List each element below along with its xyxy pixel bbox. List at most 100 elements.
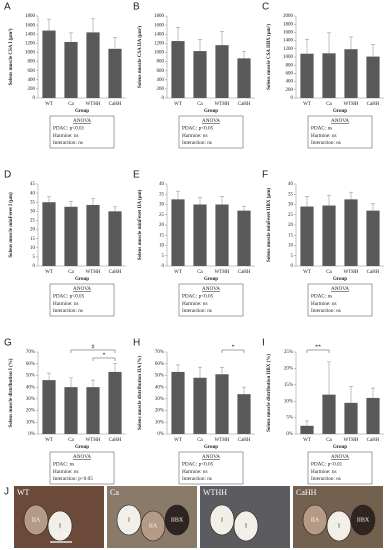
- panel-label: I: [262, 338, 265, 349]
- anova-line: ANOVA: [202, 118, 220, 124]
- y-tick-label: 20: [159, 223, 165, 228]
- micrograph-title: Ca: [110, 488, 119, 497]
- y-axis-label: Soleus muscle minFeret I (μm): [9, 192, 14, 258]
- x-tick-label: WT: [174, 102, 182, 107]
- y-tick-label: 70%: [155, 350, 164, 355]
- significance-label: **: [315, 344, 321, 350]
- y-tick-label: 0: [291, 264, 294, 269]
- y-tick-label: 60%: [155, 362, 164, 367]
- y-axis-label: Soleus muscle distribution IIBX (%): [267, 354, 272, 432]
- y-tick-label: 800: [157, 60, 165, 65]
- bar: [237, 394, 251, 434]
- y-tick-label: 1000: [25, 51, 36, 56]
- y-tick-label: 0: [291, 96, 294, 101]
- y-tick-label: 1200: [283, 47, 294, 52]
- y-tick-label: 10%: [26, 420, 35, 425]
- anova-line: ANOVA: [73, 286, 91, 292]
- y-tick-label: 2000: [283, 14, 294, 19]
- y-tick-label: 70%: [26, 350, 35, 355]
- bar: [42, 202, 56, 266]
- y-tick-label: 10%: [284, 399, 293, 404]
- anova-line: Interaction: ns: [182, 140, 212, 146]
- anova-line: PDAC: p<0.01: [311, 461, 343, 467]
- y-tick-label: 200: [286, 88, 294, 93]
- anova-line: Interaction: ns: [182, 308, 212, 314]
- y-axis-label: Soleus muscle distribution IIA (%): [138, 356, 143, 431]
- y-tick-label: 1400: [283, 39, 294, 44]
- anova-line: PDAC: ns: [311, 125, 332, 131]
- bar: [322, 53, 336, 98]
- x-tick-label: CaHH: [238, 270, 251, 275]
- x-tick-label: WT: [174, 270, 182, 275]
- anova-line: ANOVA: [73, 454, 91, 460]
- x-tick-label: WT: [45, 438, 53, 443]
- fiber-label: IIBX: [357, 517, 370, 523]
- x-axis-label: Group: [204, 277, 218, 282]
- anova-line: Interaction: ns: [311, 308, 341, 314]
- anova-box: [307, 283, 373, 317]
- y-tick-label: 35: [159, 192, 165, 197]
- y-tick-label: 45: [30, 182, 36, 187]
- bar: [344, 199, 358, 266]
- y-tick-label: 5%: [286, 416, 293, 421]
- x-axis-label: Group: [333, 445, 347, 450]
- x-tick-label: Ca: [68, 438, 74, 443]
- y-tick-label: 25: [159, 213, 165, 218]
- fiber: [326, 510, 352, 542]
- micrograph-title: CaHH: [296, 488, 317, 497]
- panel-label: B: [133, 2, 140, 13]
- anova-line: ANOVA: [202, 286, 220, 292]
- x-tick-label: CaHH: [238, 438, 251, 443]
- y-tick-label: 800: [286, 63, 294, 68]
- anova-line: ANOVA: [331, 454, 349, 460]
- bar: [86, 204, 100, 266]
- y-tick-label: 30: [30, 209, 36, 214]
- y-tick-label: 50%: [155, 374, 164, 379]
- y-tick-label: 1400: [154, 32, 165, 37]
- bar: [64, 41, 78, 98]
- y-tick-label: 10: [30, 246, 36, 251]
- y-tick-label: 5: [291, 254, 294, 259]
- fiber-label: IIA: [149, 523, 158, 529]
- fiber: [350, 504, 376, 536]
- significance-bracket: [221, 349, 245, 353]
- y-tick-label: 400: [157, 78, 165, 83]
- y-tick-label: 600: [286, 72, 294, 77]
- y-axis-label: Soleus muscle distribution I (%): [9, 358, 14, 427]
- anova-line: Interaction: ns: [182, 476, 212, 482]
- bar: [215, 204, 229, 266]
- x-tick-label: WT: [45, 102, 53, 107]
- y-tick-label: 15%: [284, 383, 293, 388]
- x-tick-label: Ca: [68, 102, 74, 107]
- bar: [300, 206, 314, 266]
- panel-label: H: [133, 338, 140, 349]
- bar: [42, 380, 56, 434]
- anova-line: PDAC: ns: [53, 461, 74, 467]
- y-tick-label: 0%: [286, 432, 293, 437]
- panel-label: E: [133, 170, 140, 181]
- y-tick-label: 0: [162, 264, 165, 269]
- y-tick-label: 25: [30, 219, 36, 224]
- fiber: [47, 510, 73, 542]
- x-tick-label: WTHH: [344, 102, 359, 107]
- y-tick-label: 1200: [154, 41, 165, 46]
- anova-box: [49, 115, 115, 149]
- y-tick-label: 40: [288, 182, 294, 187]
- y-tick-label: 40%: [26, 385, 35, 390]
- y-tick-label: 10%: [155, 420, 164, 425]
- anova-line: ANOVA: [331, 286, 349, 292]
- y-tick-label: 400: [286, 80, 294, 85]
- y-tick-label: 0%: [28, 432, 35, 437]
- significance-bracket: [306, 349, 330, 353]
- y-tick-label: 1000: [154, 51, 165, 56]
- y-axis-label: Soleus muscle minFeret IIA (μm): [138, 189, 143, 260]
- x-axis-label: Group: [333, 277, 347, 282]
- x-tick-label: WT: [45, 270, 53, 275]
- y-tick-label: 60%: [26, 362, 35, 367]
- anova-line: PDAC: p<0.05: [182, 293, 214, 299]
- x-tick-label: CaHH: [109, 438, 122, 443]
- bar: [108, 211, 122, 266]
- bar: [86, 32, 100, 98]
- panel-label: F: [262, 170, 268, 181]
